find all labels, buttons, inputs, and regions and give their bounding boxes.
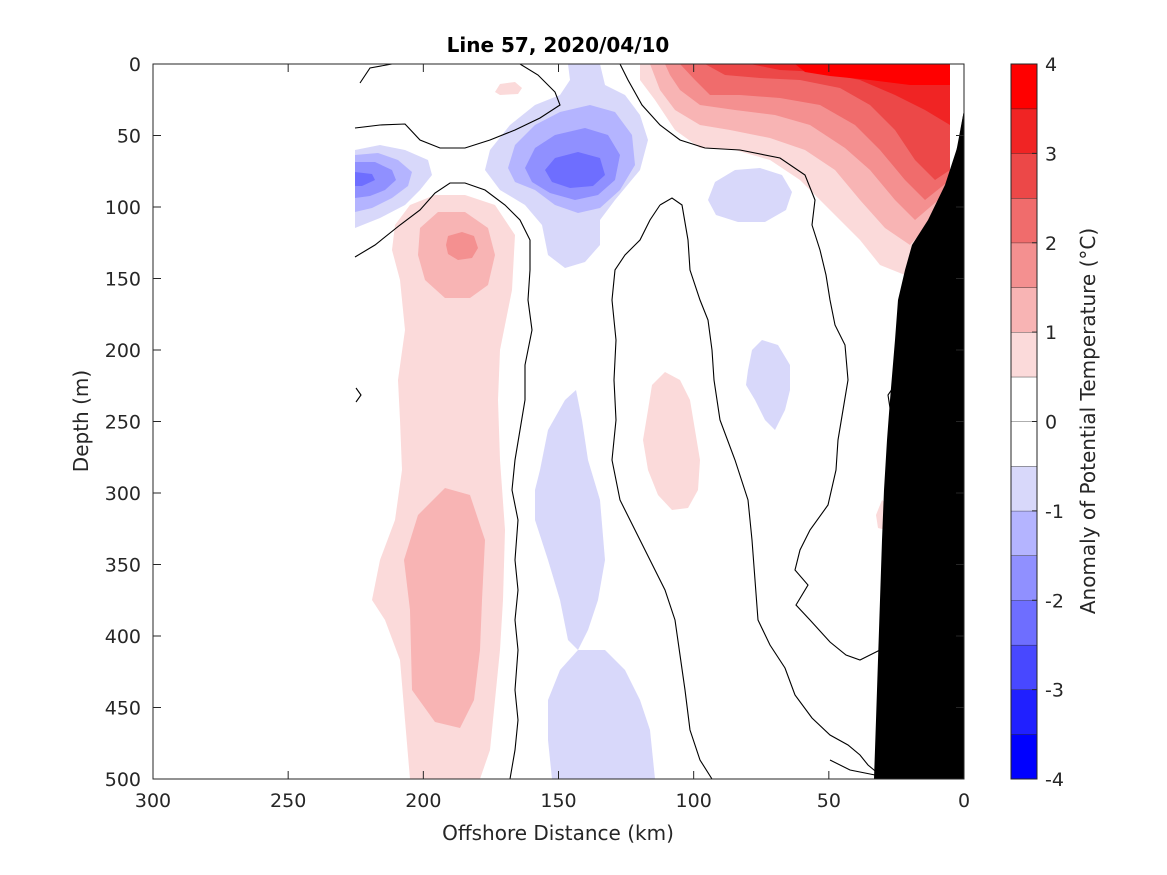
colorbar-tick-label: -3: [1045, 680, 1064, 702]
y-tick-label: 450: [105, 698, 141, 720]
colorbar-level: [1011, 421, 1037, 467]
colorbar-level: [1011, 153, 1037, 199]
colorbar-level: [1011, 108, 1037, 154]
colorbar-tick-label: -4: [1045, 769, 1064, 791]
contour-0-a: [359, 64, 393, 84]
colorbar-level: [1011, 64, 1037, 109]
y-axis: 0 50 100 150 200 250 300 350 400 450 500: [105, 54, 964, 791]
warm-level-3p5: [795, 64, 950, 85]
colorbar-level: [1011, 198, 1037, 243]
contour-0-e: [611, 204, 713, 779]
y-tick-label: 350: [105, 555, 141, 577]
x-tick-label: 150: [540, 790, 576, 812]
contour-0-d: [619, 64, 881, 661]
y-tick-label: 200: [105, 340, 141, 362]
cold-band-deep-upper: [535, 390, 605, 650]
warm-band-offshore-1p0: [404, 488, 485, 728]
colorbar-tick-label: 3: [1045, 143, 1057, 165]
contour-0-g: [829, 759, 876, 776]
y-tick-label: 300: [105, 483, 141, 505]
colorbar-tick-label: -1: [1045, 501, 1064, 523]
contour-0-b: [354, 64, 561, 149]
bathymetry: [874, 110, 964, 779]
colorbar-tick-label: 2: [1045, 233, 1057, 255]
cold-core-west-2p0: [355, 172, 375, 186]
colorbar-level: [1011, 332, 1037, 377]
x-tick-label: 300: [135, 790, 171, 812]
colorbar-tick-label: 0: [1045, 412, 1057, 434]
y-tick-label: 400: [105, 626, 141, 648]
zero-contours: [354, 64, 899, 779]
warm-band-mid-0p5: [643, 372, 700, 510]
x-tick-label: 250: [270, 790, 306, 812]
x-tick-label: 50: [817, 790, 841, 812]
contour-0-f: [659, 197, 881, 776]
x-axis: 300 250 200 150 100 50 0: [135, 64, 970, 812]
colorbar-tick-label: 1: [1045, 322, 1057, 344]
cold-band-deep-lower: [548, 650, 655, 779]
cold-core-west-1p5: [355, 162, 396, 198]
colorbar-level: [1011, 376, 1037, 422]
colorbar-level: [1011, 555, 1037, 601]
colorbar-level: [1011, 510, 1037, 556]
cold-blob-shelf: [708, 168, 792, 222]
colorbar-level: [1011, 600, 1037, 645]
plot-area: [152, 63, 965, 780]
contour-0-c: [354, 182, 533, 779]
cold-core-mid-2p0: [545, 152, 605, 188]
bathymetry-surface-strip: [950, 110, 964, 779]
y-tick-label: 500: [105, 769, 141, 791]
colorbar: 4 3 2 1 0 -1 -2 -3 -4: [1010, 54, 1064, 791]
y-axis-label: Depth (m): [69, 370, 93, 472]
x-tick-label: 100: [676, 790, 712, 812]
x-axis-label: Offshore Distance (km): [442, 821, 674, 845]
warm-level-2p5: [705, 64, 950, 180]
contour-0-h: [355, 387, 362, 403]
y-tick-label: 150: [105, 269, 141, 291]
y-tick-label: 100: [105, 197, 141, 219]
colorbar-level: [1011, 466, 1037, 511]
colorbar-level: [1011, 689, 1037, 735]
colorbar-tick-label: -2: [1045, 590, 1064, 612]
x-tick-label: 200: [405, 790, 441, 812]
colorbar-level: [1011, 644, 1037, 690]
chart-title: Line 57, 2020/04/10: [447, 33, 670, 57]
warm-patch-surface: [495, 82, 522, 95]
cold-blob-shelf-deep: [746, 340, 790, 430]
colorbar-tick-label: 4: [1045, 54, 1057, 76]
y-tick-label: 50: [117, 126, 141, 148]
colorbar-label: Anomaly of Potential Temperature (°C): [1076, 228, 1100, 614]
x-tick-label: 0: [958, 790, 970, 812]
colorbar-level: [1011, 287, 1037, 333]
y-tick-label: 0: [129, 54, 141, 76]
colorbar-level: [1011, 242, 1037, 288]
warm-blob-upper-1p5: [446, 232, 478, 260]
y-tick-label: 250: [105, 412, 141, 434]
colorbar-level: [1011, 734, 1037, 779]
